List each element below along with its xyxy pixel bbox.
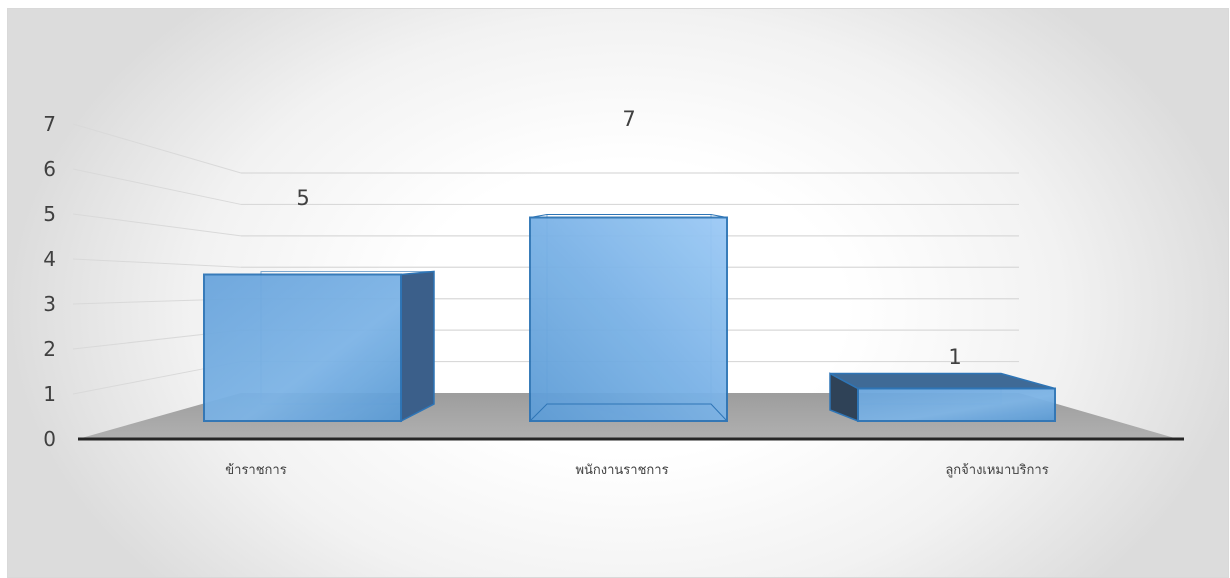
bar [203, 270, 435, 423]
y-tick-label: 0 [43, 427, 56, 451]
category-labels: ข้าราชการ พนักงานราชการ ลูกจ้างเหมาบริการ [225, 463, 1048, 478]
y-tick-label: 7 [43, 112, 56, 136]
y-axis-ticks: 0 1 2 3 4 5 6 7 [43, 112, 56, 451]
data-labels: 5 7 1 [296, 107, 961, 369]
bar-face [203, 273, 402, 422]
bar-inner-edge [529, 214, 728, 218]
bar-inner-edge [529, 403, 728, 422]
bars [203, 214, 1056, 423]
y-tick-label: 6 [43, 157, 56, 181]
bar-face [857, 387, 1056, 422]
chart-area: 5 7 1 0 1 2 3 4 5 6 7 ข้าราชการ พนักงานราชการ ลูกจ้… [7, 8, 1229, 578]
data-label: 7 [622, 107, 635, 131]
category-label: ข้าราชการ [225, 463, 286, 478]
data-label: 5 [296, 186, 309, 210]
y-tick-label: 1 [43, 382, 56, 406]
gridline-side [72, 168, 242, 205]
category-label: พนักงานราชการ [575, 463, 668, 478]
y-tick-label: 2 [43, 337, 56, 361]
bar-top [829, 372, 1056, 390]
gridline-side [72, 123, 242, 174]
category-label: ลูกจ้างเหมาบริการ [945, 463, 1048, 478]
y-tick-label: 3 [43, 292, 56, 316]
y-tick-label: 4 [43, 247, 56, 271]
data-label: 1 [948, 345, 961, 369]
bar [829, 372, 1056, 423]
gridline-side [72, 258, 242, 268]
bar-chart: 5 7 1 0 1 2 3 4 5 6 7 ข้าราชการ พนักงานราชการ ลูกจ้… [43, 107, 1184, 478]
bar-side [400, 270, 435, 423]
bar-face [529, 216, 728, 422]
bar [529, 214, 728, 422]
y-tick-label: 5 [43, 202, 56, 226]
gridline-side [72, 213, 242, 237]
